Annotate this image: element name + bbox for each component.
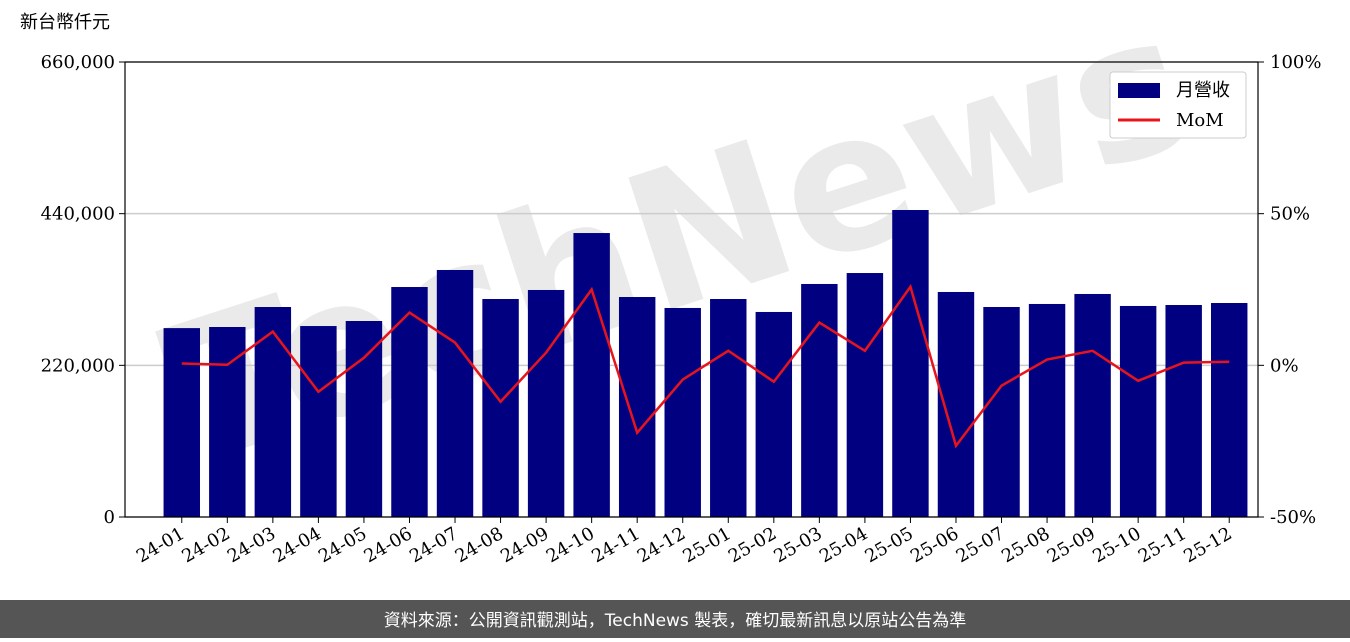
bar	[1074, 293, 1111, 517]
bar	[482, 299, 519, 517]
legend-label: MoM	[1176, 110, 1224, 131]
y-axis-label: 新台幣仟元	[20, 12, 110, 33]
bar	[345, 321, 383, 517]
bar	[618, 297, 656, 517]
line	[181, 283, 1230, 449]
bar	[710, 299, 747, 517]
footer-bar	[0, 600, 1350, 638]
y-tick-label: 660,000	[41, 52, 115, 73]
bar	[436, 269, 474, 517]
bar	[664, 307, 701, 517]
bar	[1165, 305, 1202, 517]
bar	[163, 328, 200, 517]
legend-swatch	[1118, 83, 1160, 98]
y2-tick-label: -50%	[1270, 507, 1316, 528]
y2-tick-label: 50%	[1270, 204, 1310, 225]
bar	[300, 326, 337, 517]
bar	[1028, 303, 1066, 517]
y2-tick-label: 0%	[1270, 355, 1299, 376]
legend-label: 月營收	[1176, 80, 1230, 101]
bar	[801, 283, 838, 517]
bar	[1119, 305, 1157, 517]
bar	[983, 307, 1020, 517]
plot-frame	[124, 61, 1259, 518]
bar	[209, 327, 246, 517]
y2-tick-label: 100%	[1270, 52, 1321, 73]
bar	[1211, 303, 1248, 517]
y-tick-label: 0	[104, 507, 115, 528]
bar	[755, 311, 793, 517]
bar	[254, 307, 292, 517]
bar	[527, 289, 565, 517]
y-tick-label: 220,000	[41, 355, 115, 376]
bar	[892, 210, 929, 517]
footer-text: 資料來源：公開資訊觀測站，TechNews 製表，確切最新訊息以原站公告為準	[384, 611, 966, 631]
bar	[846, 273, 884, 517]
y-tick-label: 440,000	[41, 204, 115, 225]
bar	[573, 233, 610, 517]
